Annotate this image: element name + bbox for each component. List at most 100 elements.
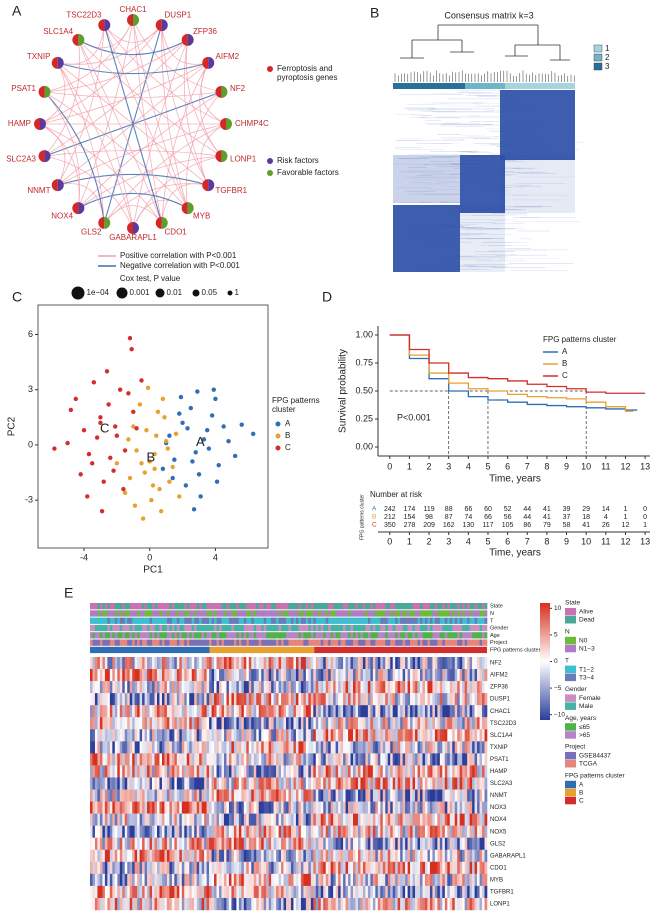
heat-cell	[258, 693, 262, 706]
heat-cell	[147, 885, 150, 899]
heat-cell	[204, 897, 207, 911]
heat-cell	[484, 789, 488, 802]
heat-cell	[447, 669, 451, 682]
node-half	[44, 85, 51, 98]
heat-cell	[290, 765, 294, 778]
track-cell	[380, 624, 384, 632]
matrix-noise	[416, 143, 452, 144]
heat-cell	[385, 753, 389, 766]
track-cell	[233, 624, 237, 632]
heat-cell	[422, 765, 426, 778]
heat-cell	[350, 705, 354, 718]
track-cell	[333, 632, 336, 639]
track-cell	[328, 639, 331, 646]
matrix-noise	[409, 182, 432, 184]
track-cell	[444, 639, 448, 646]
point	[52, 446, 57, 451]
heat-cell	[464, 873, 468, 887]
heat-cell	[253, 741, 257, 754]
risk-count: 1	[623, 506, 627, 513]
heat-cell	[310, 717, 314, 730]
heat-cell	[447, 885, 451, 899]
heat-cell	[449, 813, 453, 826]
heat-cell	[171, 657, 175, 670]
heat-cell	[432, 777, 436, 790]
heat-cell	[214, 897, 217, 911]
heat-cell	[276, 657, 279, 670]
heat-cell	[484, 753, 488, 766]
heat-cell	[228, 837, 232, 850]
heat-cell	[335, 693, 339, 706]
track-cell	[263, 632, 267, 639]
track-cell	[482, 603, 485, 610]
table-x-tick-label: 2	[427, 536, 432, 546]
matrix-noise	[461, 228, 501, 230]
matrix-noise	[466, 238, 503, 239]
heat-cell	[442, 801, 446, 814]
heat-cell	[377, 765, 381, 778]
heat-cell	[415, 657, 418, 670]
track-cell	[420, 639, 423, 646]
heat-cell	[219, 813, 222, 826]
track-cell	[335, 632, 339, 639]
heat-cell	[474, 813, 478, 826]
risk-count: 44	[523, 506, 531, 513]
heat-cell	[484, 681, 488, 694]
heat-cell	[97, 729, 101, 742]
matrix-noise	[419, 117, 460, 119]
heat-cell	[117, 825, 121, 838]
heat-cell	[288, 717, 292, 730]
track-cell	[219, 624, 222, 632]
heat-cell	[422, 693, 426, 706]
heat-cell	[204, 741, 207, 754]
heat-cell	[370, 669, 374, 682]
heat-cell	[226, 717, 230, 730]
track-cell	[400, 617, 403, 624]
track-cell	[246, 632, 250, 639]
track-cell	[313, 632, 317, 639]
heat-cell	[156, 885, 160, 899]
heat-cell	[268, 849, 272, 863]
heat-cell	[427, 873, 431, 887]
edge	[57, 62, 105, 223]
track-cell	[330, 610, 334, 617]
heat-cell	[325, 741, 329, 754]
heat-cell	[139, 717, 143, 730]
node-half	[127, 222, 133, 234]
track-cell	[343, 639, 346, 646]
track-cell	[144, 639, 148, 646]
heat-cell	[432, 789, 436, 802]
track-cell	[390, 632, 394, 639]
heat-cell	[233, 861, 237, 875]
x-axis-label: Time, years	[489, 474, 541, 485]
heat-cell	[407, 849, 411, 863]
heat-cell	[171, 753, 175, 766]
heat-cell	[387, 717, 391, 730]
heat-cell	[278, 717, 282, 730]
heat-cell	[231, 753, 235, 766]
heat-cell	[283, 813, 287, 826]
heat-cell	[179, 669, 183, 682]
heat-cell	[142, 825, 145, 838]
heat-cell	[325, 657, 329, 670]
heat-cell	[372, 741, 376, 754]
heat-cell	[310, 849, 314, 863]
heat-cell	[459, 717, 463, 730]
heat-cell	[161, 873, 165, 887]
heat-cell	[107, 849, 111, 863]
heat-cell	[251, 681, 255, 694]
track-cell	[127, 624, 130, 632]
heat-cell	[159, 885, 163, 899]
heat-cell	[293, 789, 297, 802]
heat-cell	[434, 825, 438, 838]
x-tick-label: 8	[544, 461, 549, 471]
heat-cell	[156, 657, 160, 670]
heat-cell	[295, 777, 299, 790]
heat-cell	[293, 777, 297, 790]
heat-cell	[196, 765, 200, 778]
heat-cell	[221, 837, 225, 850]
heat-cell	[330, 753, 334, 766]
track-cell	[365, 610, 369, 617]
heat-cell	[199, 825, 202, 838]
track-cell	[179, 624, 183, 632]
